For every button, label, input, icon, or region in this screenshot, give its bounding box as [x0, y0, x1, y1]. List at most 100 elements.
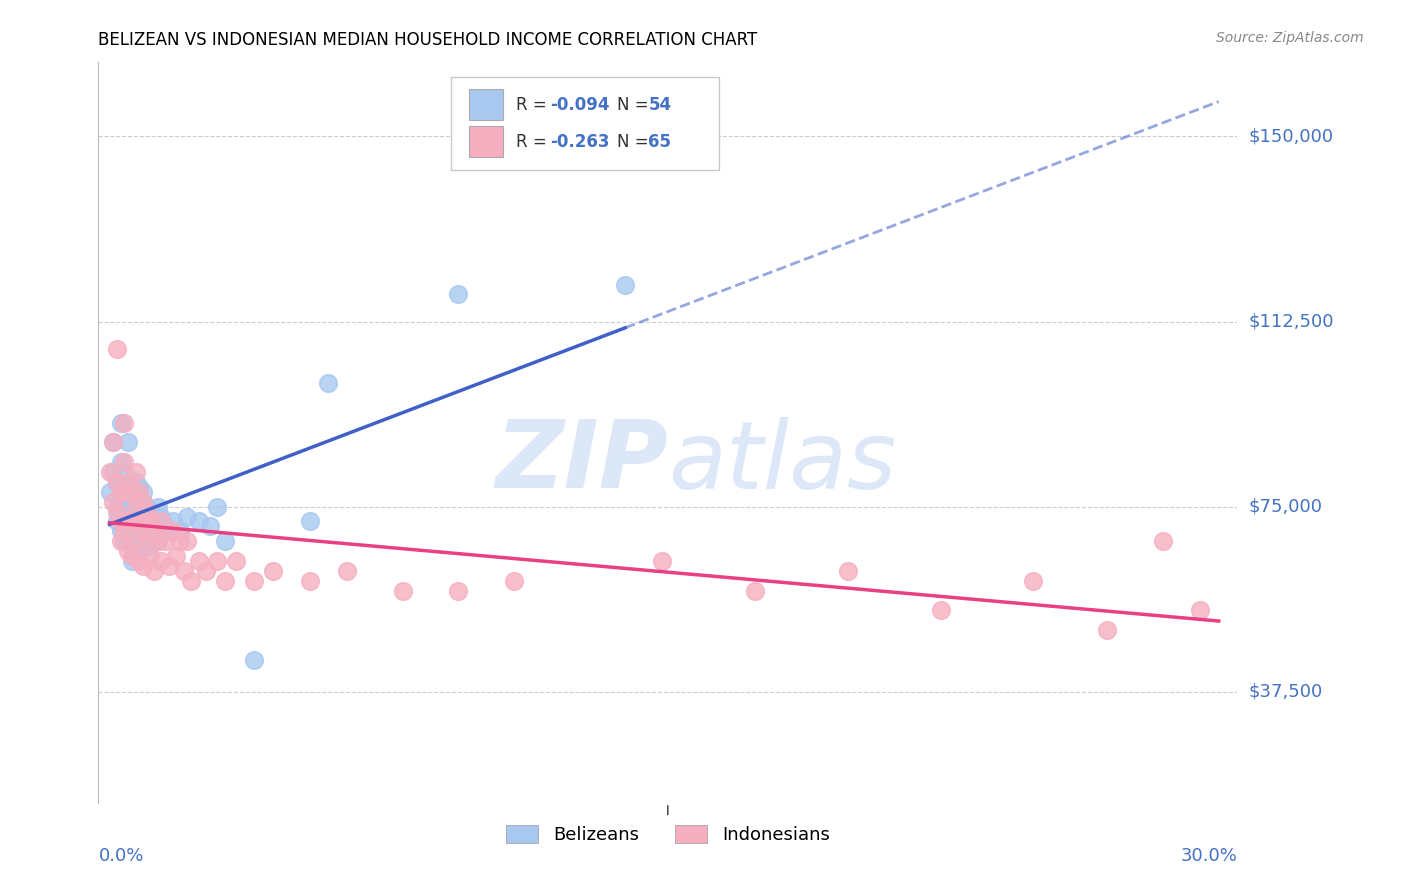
Point	[298, 515, 321, 529]
Point	[837, 564, 859, 578]
Point	[128, 544, 150, 558]
Point	[143, 564, 166, 578]
Point	[128, 484, 150, 499]
Point	[391, 583, 413, 598]
Point	[162, 515, 184, 529]
Point	[146, 500, 169, 514]
Point	[243, 653, 266, 667]
Point	[262, 564, 284, 578]
Text: $150,000: $150,000	[1249, 128, 1333, 145]
Text: -0.263: -0.263	[551, 133, 610, 151]
Point	[112, 509, 135, 524]
Point	[146, 534, 169, 549]
Point	[214, 574, 236, 588]
Point	[128, 515, 150, 529]
Point	[447, 287, 470, 301]
Point	[143, 515, 166, 529]
Point	[176, 534, 198, 549]
Point	[165, 549, 187, 563]
Point	[124, 475, 146, 489]
Point	[132, 534, 155, 549]
Point	[139, 515, 162, 529]
Point	[103, 435, 125, 450]
Point	[135, 534, 157, 549]
Text: ZIP: ZIP	[495, 417, 668, 508]
Point	[110, 455, 132, 469]
Text: R =: R =	[516, 133, 553, 151]
Point	[117, 505, 139, 519]
Point	[169, 524, 191, 539]
Text: 65: 65	[648, 133, 672, 151]
Text: $37,500: $37,500	[1249, 682, 1323, 701]
Point	[503, 574, 526, 588]
Text: 30.0%: 30.0%	[1181, 847, 1237, 865]
Point	[128, 509, 150, 524]
Text: $112,500: $112,500	[1249, 312, 1334, 331]
Text: N =: N =	[617, 95, 654, 113]
Point	[112, 465, 135, 479]
Point	[132, 515, 155, 529]
Point	[744, 583, 766, 598]
Point	[173, 564, 195, 578]
Point	[105, 475, 128, 489]
Point	[128, 554, 150, 568]
Point	[132, 524, 155, 539]
Point	[117, 515, 139, 529]
Point	[105, 475, 128, 489]
Point	[162, 524, 184, 539]
Point	[110, 534, 132, 549]
Point	[121, 515, 143, 529]
Point	[143, 524, 166, 539]
Point	[124, 524, 146, 539]
Point	[187, 515, 209, 529]
Point	[112, 534, 135, 549]
Text: -0.094: -0.094	[551, 95, 610, 113]
Text: 0.0%: 0.0%	[98, 847, 143, 865]
Point	[135, 524, 157, 539]
Point	[112, 416, 135, 430]
Point	[121, 484, 143, 499]
Point	[98, 465, 121, 479]
Point	[150, 509, 173, 524]
Point	[117, 529, 139, 543]
Point	[110, 490, 132, 504]
Point	[225, 554, 247, 568]
Text: N =: N =	[617, 133, 654, 151]
Point	[153, 519, 176, 533]
Point	[103, 465, 125, 479]
Point	[121, 554, 143, 568]
Point	[105, 505, 128, 519]
Text: atlas: atlas	[668, 417, 896, 508]
Point	[205, 554, 228, 568]
Point	[128, 480, 150, 494]
Point	[153, 534, 176, 549]
Point	[150, 554, 173, 568]
Point	[117, 435, 139, 450]
Point	[105, 500, 128, 514]
Point	[103, 435, 125, 450]
Point	[103, 494, 125, 508]
Point	[132, 494, 155, 508]
Point	[195, 564, 218, 578]
Point	[146, 534, 169, 549]
Point	[117, 475, 139, 489]
Point	[929, 603, 952, 617]
Point	[1152, 534, 1174, 549]
Point	[112, 524, 135, 539]
Text: $75,000: $75,000	[1249, 498, 1323, 516]
Point	[132, 484, 155, 499]
Point	[180, 574, 202, 588]
Point	[139, 539, 162, 553]
Point	[121, 494, 143, 508]
Point	[105, 342, 128, 356]
Point	[124, 534, 146, 549]
Point	[110, 484, 132, 499]
Point	[318, 376, 340, 391]
Point	[112, 455, 135, 469]
Point	[139, 505, 162, 519]
Point	[98, 484, 121, 499]
Point	[651, 554, 673, 568]
Point	[157, 558, 180, 573]
Point	[124, 500, 146, 514]
Point	[110, 515, 132, 529]
